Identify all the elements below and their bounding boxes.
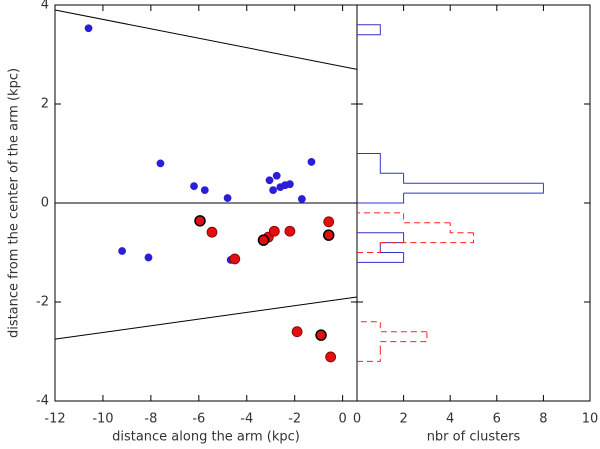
x-tick-label: 8 xyxy=(539,412,547,427)
histogram-bin xyxy=(357,24,381,36)
x-tick-label: -12 xyxy=(44,412,65,427)
cluster-point xyxy=(325,351,337,363)
cluster-point xyxy=(268,225,280,237)
x-tick-label: -6 xyxy=(192,412,205,427)
x-tick-label: 6 xyxy=(493,412,501,427)
cluster-point xyxy=(229,253,241,265)
histogram-bin xyxy=(403,173,544,184)
cluster-point xyxy=(272,171,281,180)
histogram-bin xyxy=(403,183,544,194)
x-axis-label: distance along the arm (kpc) xyxy=(112,430,300,445)
histogram-bin xyxy=(357,242,381,253)
x-tick-label: -10 xyxy=(92,412,113,427)
histogram-bin xyxy=(449,222,474,234)
histogram-bin xyxy=(379,242,404,253)
x-axis-label: nbr of clusters xyxy=(427,430,521,445)
cluster-point xyxy=(285,180,294,189)
cluster-point xyxy=(291,326,303,338)
x-tick-label: 0 xyxy=(353,412,361,427)
cluster-point xyxy=(265,176,274,185)
cluster-point xyxy=(315,329,327,341)
x-tick-label: 0 xyxy=(338,412,346,427)
y-tick-label: 4 xyxy=(41,0,49,13)
histogram-bin xyxy=(380,331,428,343)
cluster-point xyxy=(284,225,296,237)
histogram-bin xyxy=(357,351,381,362)
cluster-point xyxy=(200,186,209,195)
x-tick-label: -8 xyxy=(144,412,157,427)
cluster-point xyxy=(269,186,278,195)
x-tick-label: -4 xyxy=(240,412,253,427)
histogram-bin xyxy=(379,163,404,174)
histogram-bin xyxy=(357,252,405,263)
cluster-point xyxy=(223,194,232,202)
x-tick-label: 4 xyxy=(446,412,454,427)
histogram-bin xyxy=(357,321,427,333)
y-tick-label: 0 xyxy=(41,196,49,211)
histogram-bin xyxy=(357,212,451,224)
histogram-bin xyxy=(357,232,405,244)
y-axis-label: distance from the center of the arm (kpc… xyxy=(7,68,22,338)
cluster-point xyxy=(118,247,127,255)
cluster-point xyxy=(257,234,270,246)
arm-boundary-line xyxy=(54,9,358,70)
cluster-point xyxy=(206,226,218,238)
x-tick-label: -2 xyxy=(288,412,301,427)
cluster-point xyxy=(144,253,153,262)
cluster-point xyxy=(307,158,316,166)
x-tick-label: 10 xyxy=(582,412,599,427)
cluster-point xyxy=(156,159,165,168)
y-tick-label: 2 xyxy=(41,97,49,112)
histogram-bin xyxy=(380,232,474,244)
x-tick-label: 2 xyxy=(399,412,407,427)
cluster-point xyxy=(194,215,206,227)
cluster-point xyxy=(84,24,93,33)
histogram-bin xyxy=(357,193,405,204)
cluster-point xyxy=(297,195,306,203)
cluster-point xyxy=(322,229,335,241)
y-tick-label: -2 xyxy=(36,295,49,310)
cluster-point xyxy=(190,182,198,191)
histogram-bin xyxy=(357,153,381,164)
arm-boundary-line xyxy=(54,296,358,340)
y-tick-label: -4 xyxy=(36,394,49,409)
cluster-point xyxy=(323,216,335,228)
